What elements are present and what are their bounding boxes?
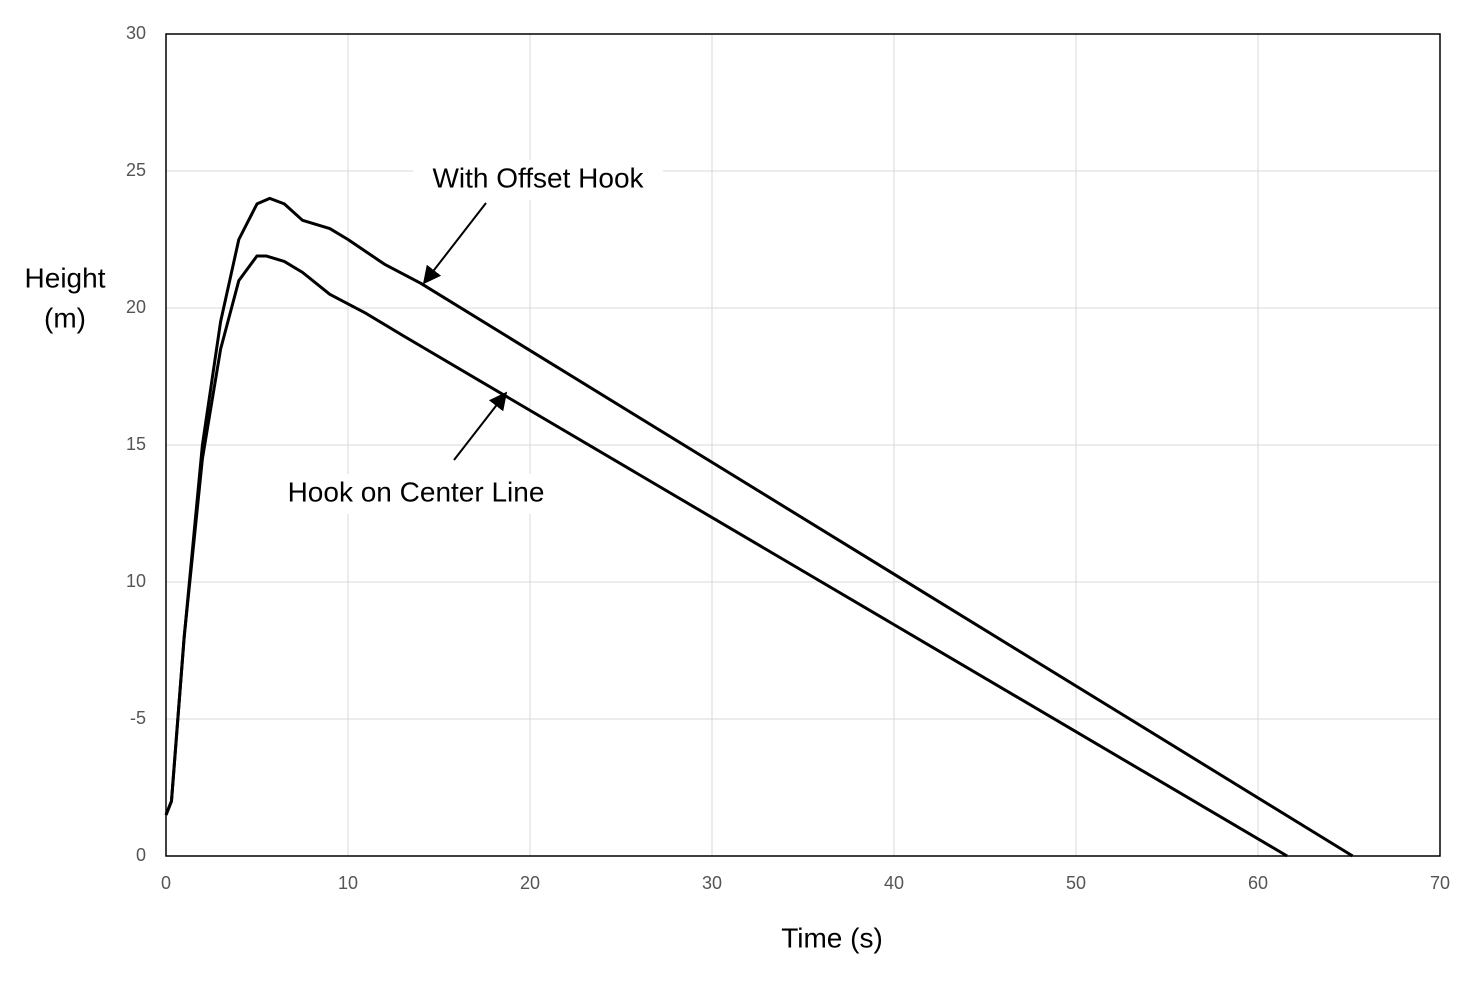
annotation-bg — [291, 474, 541, 514]
series-line — [164, 196, 1354, 858]
series-line — [164, 254, 1288, 858]
y-tick-label: 30 — [126, 23, 146, 43]
x-tick-label: 10 — [338, 873, 358, 893]
x-tick-label: 0 — [161, 873, 171, 893]
plot-frame — [165, 33, 1441, 857]
x-tick-label: 70 — [1430, 873, 1450, 893]
x-axis-label: Time (s) — [781, 922, 883, 953]
annotation-bg — [413, 160, 663, 200]
y-axis-label: (m) — [44, 302, 86, 333]
annotation-arrow — [422, 202, 487, 285]
y-tick-label: 25 — [126, 160, 146, 180]
annotation: With Offset Hook — [432, 162, 644, 193]
annotation-arrow — [453, 391, 508, 461]
y-axis-label: Height — [25, 262, 106, 293]
x-tick-label: 60 — [1248, 873, 1268, 893]
y-tick-label: 20 — [126, 297, 146, 317]
y-tick-label: 15 — [126, 434, 146, 454]
y-tick-label: -5 — [130, 708, 146, 728]
x-tick-label: 50 — [1066, 873, 1086, 893]
x-tick-label: 30 — [702, 873, 722, 893]
y-tick-label: 10 — [126, 571, 146, 591]
y-tick-label: 0 — [136, 845, 146, 865]
x-tick-label: 40 — [884, 873, 904, 893]
annotation: Hook on Center Line — [288, 476, 545, 507]
x-tick-label: 20 — [520, 873, 540, 893]
